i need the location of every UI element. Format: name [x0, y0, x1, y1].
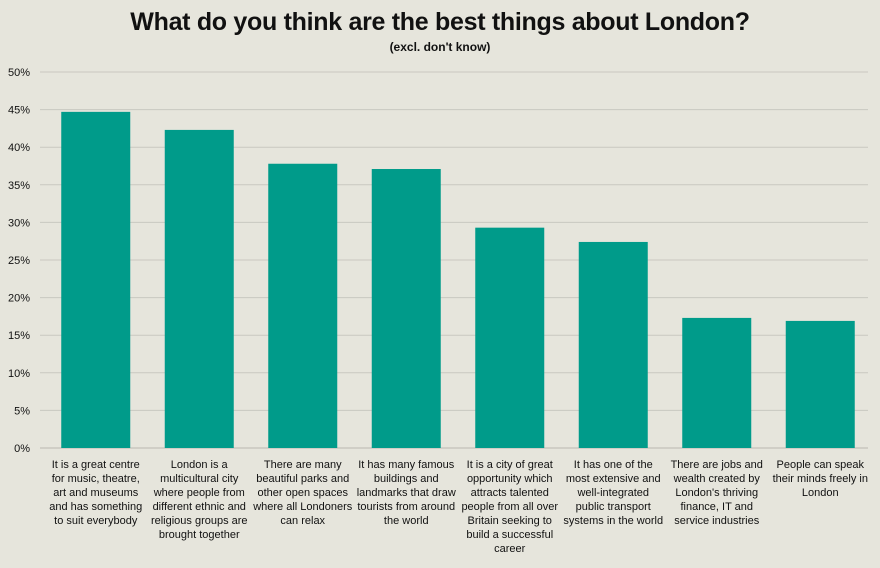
y-tick-label: 35% [8, 180, 30, 192]
bar [164, 129, 234, 449]
y-tick-label: 20% [8, 293, 30, 305]
x-category-label: It is a great centre for music, theatre,… [49, 459, 143, 527]
x-category-label: It is a city of great opportunity which … [461, 459, 559, 555]
y-tick-label: 25% [8, 255, 30, 267]
bar [578, 241, 648, 448]
x-category-label: There are jobs and wealth created by Lon… [670, 459, 763, 527]
chart-subtitle: (excl. don't know) [389, 40, 491, 54]
bar [785, 320, 855, 448]
bar [371, 169, 441, 448]
y-tick-label: 5% [14, 405, 30, 417]
x-category-label: London is a multicultural city where peo… [150, 459, 248, 541]
chart-title: What do you think are the best things ab… [130, 8, 750, 36]
x-category-label: There are many beautiful parks and other… [253, 459, 353, 527]
y-tick-label: 45% [8, 105, 30, 117]
y-tick-label: 50% [8, 67, 30, 79]
bar [475, 227, 545, 448]
x-category-label: It has many famous buildings and landmar… [356, 459, 456, 527]
x-category-label: It has one of the most extensive and wel… [563, 459, 664, 527]
y-tick-label: 30% [8, 217, 30, 229]
y-tick-label: 15% [8, 330, 30, 342]
bar [268, 163, 338, 448]
y-tick-label: 40% [8, 142, 30, 154]
x-category-label: People can speak their minds freely in L… [772, 459, 868, 499]
y-tick-label: 10% [8, 368, 30, 380]
bar [682, 317, 752, 448]
y-tick-label: 0% [14, 443, 30, 455]
bar [61, 111, 131, 448]
